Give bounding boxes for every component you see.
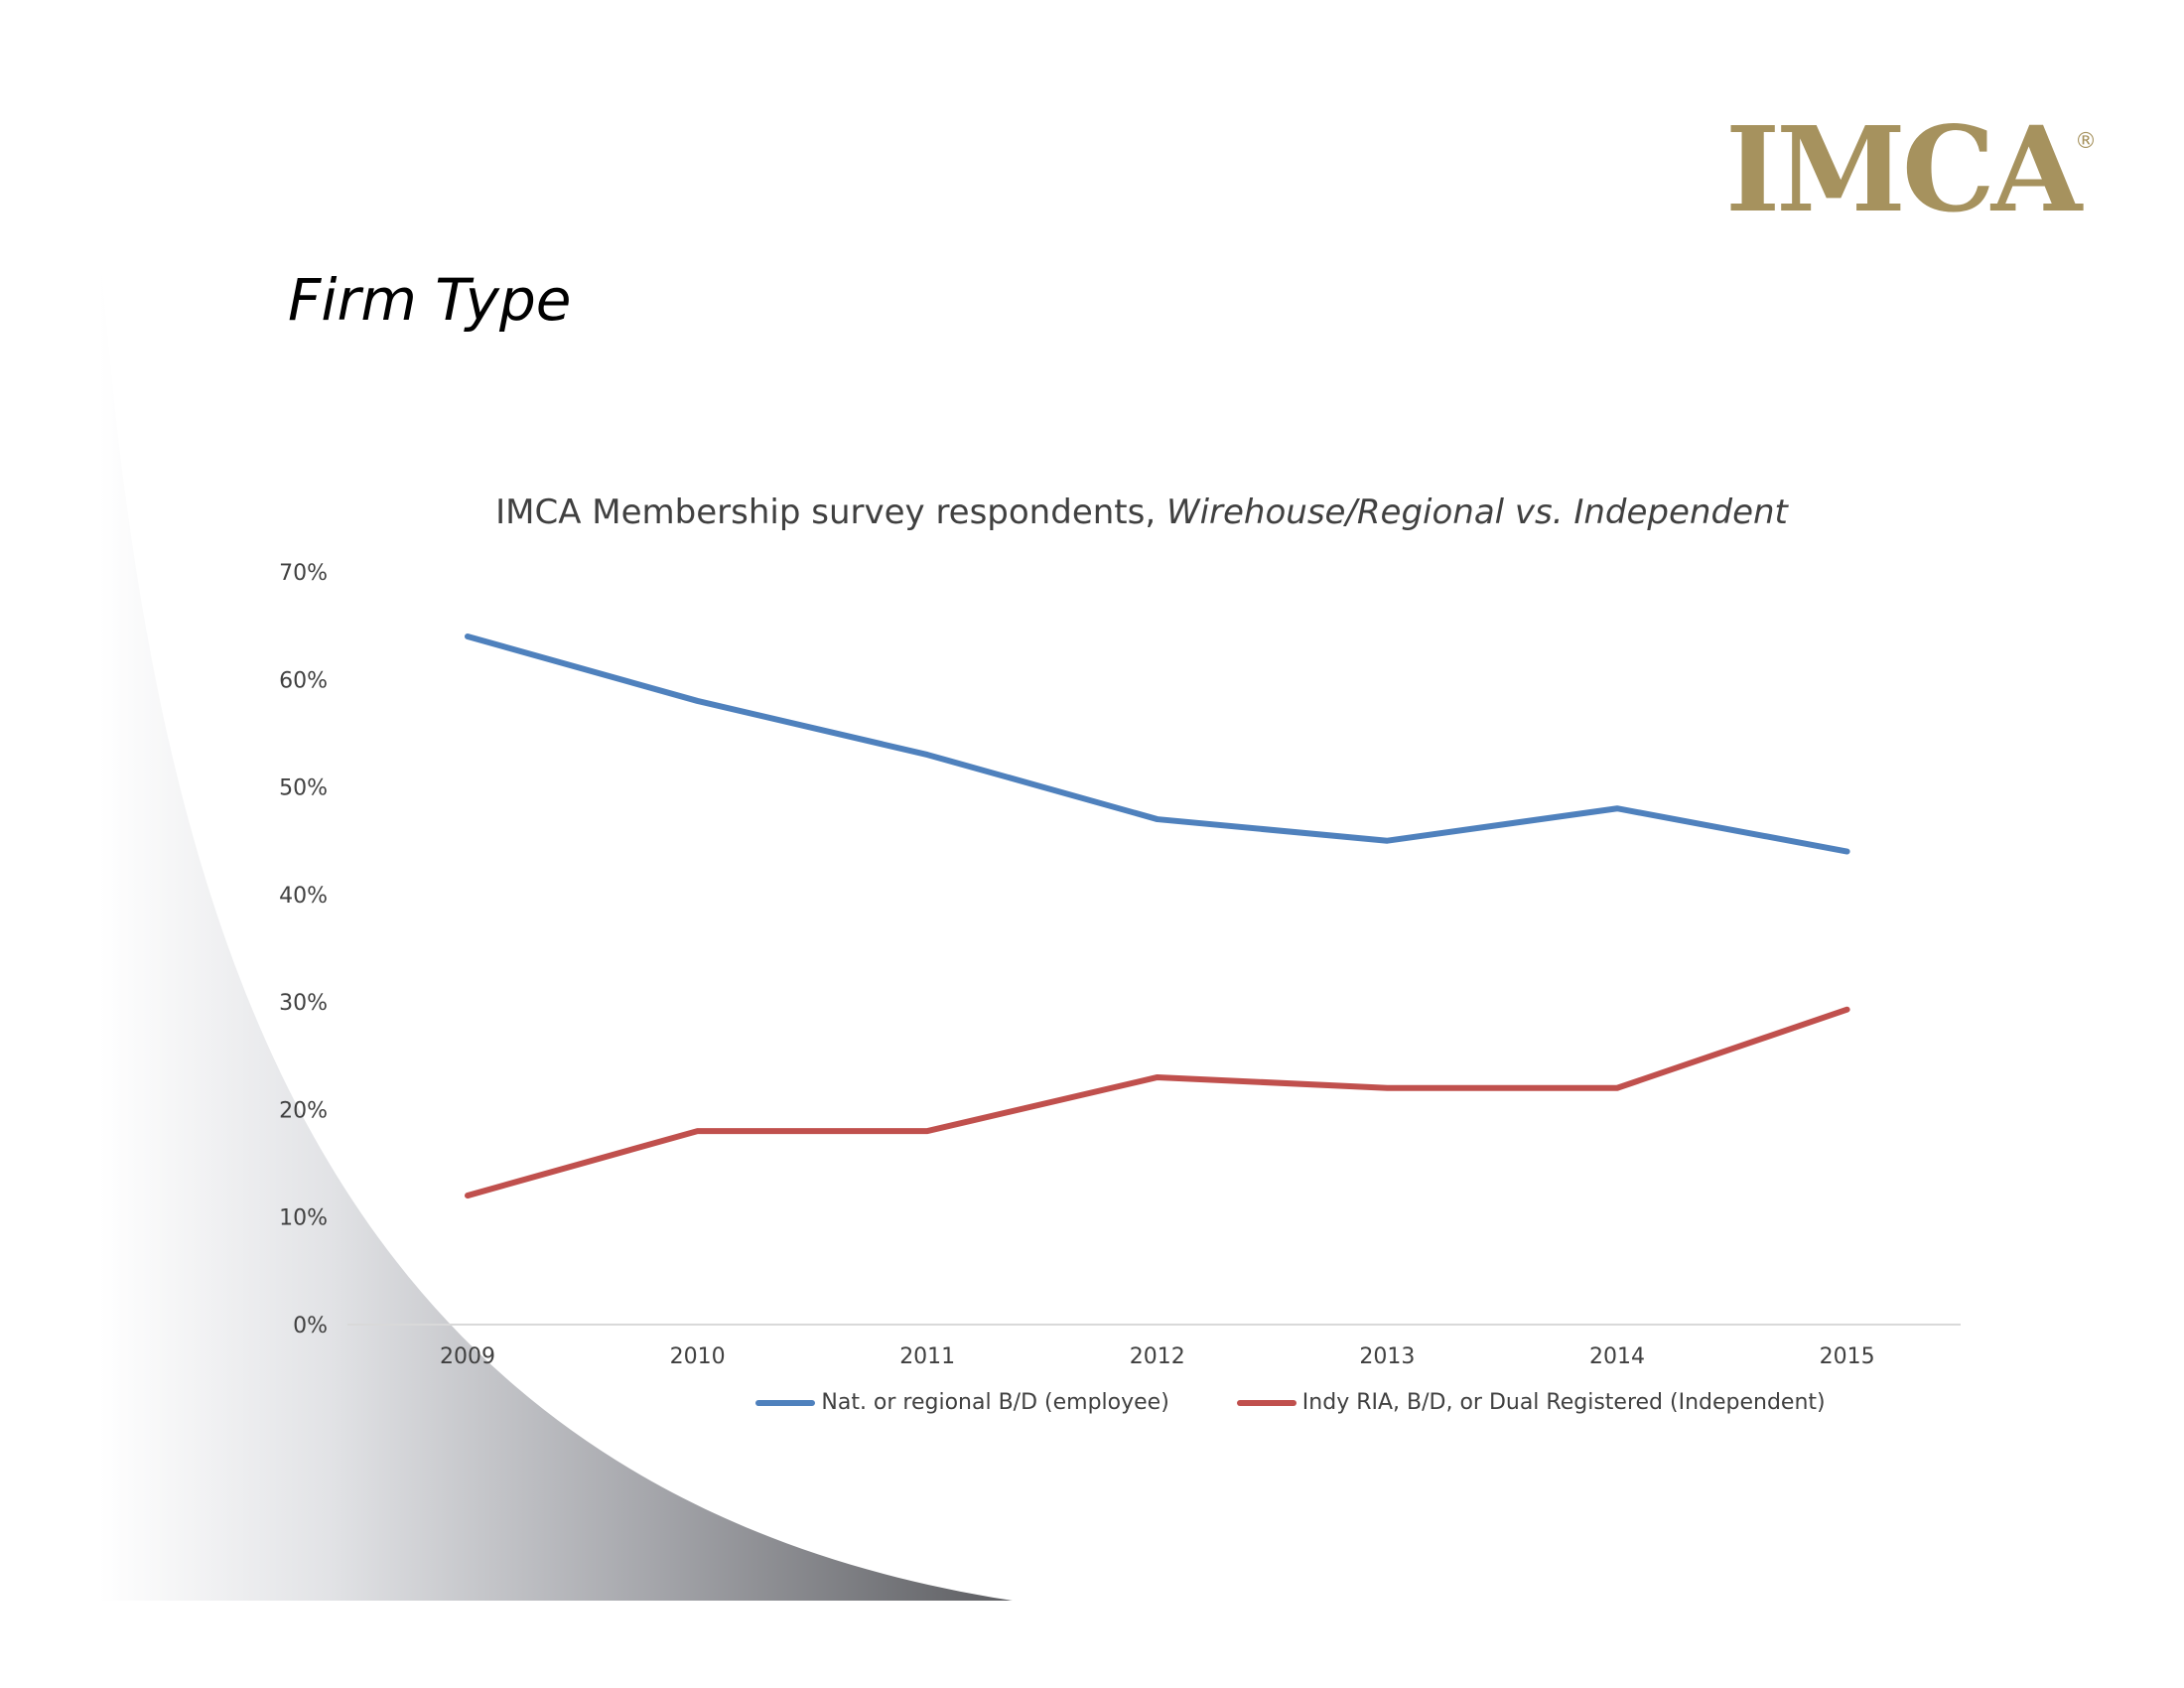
legend-swatch-independent [1236, 1399, 1297, 1406]
chart-legend: Nat. or regional B/D (employee) Indy RIA… [615, 1390, 1966, 1415]
y-tick-label: 70% [279, 561, 328, 586]
x-tick-label: 2015 [1820, 1344, 1875, 1369]
x-tick-label: 2014 [1589, 1344, 1645, 1369]
y-tick-label: 0% [293, 1314, 328, 1338]
chart-title-italic: Wirehouse/Regional vs. Independent [1165, 492, 1788, 532]
series-lines [465, 633, 1850, 1199]
y-axis-labels: 0% 10% 20% 30% 40% 50% 60% 70% [279, 561, 328, 1338]
y-tick-label: 30% [279, 991, 328, 1016]
x-tick-label: 2009 [440, 1344, 495, 1369]
legend-swatch-employee [755, 1399, 816, 1406]
registered-mark: ® [2075, 129, 2097, 154]
y-tick-label: 40% [279, 884, 328, 909]
legend-item-independent: Indy RIA, B/D, or Dual Registered (Indep… [1236, 1390, 1826, 1415]
legend-item-employee: Nat. or regional B/D (employee) [755, 1390, 1169, 1415]
slide-title: Firm Type [288, 266, 572, 334]
x-tick-label: 2011 [899, 1344, 955, 1369]
legend-label-employee: Nat. or regional B/D (employee) [821, 1390, 1169, 1415]
x-tick-label: 2010 [670, 1344, 726, 1369]
legend-label-independent: Indy RIA, B/D, or Dual Registered (Indep… [1301, 1390, 1826, 1415]
gray-swoosh-shape [99, 238, 1013, 1601]
x-tick-label: 2013 [1359, 1344, 1415, 1369]
imca-logo: IMCA [1725, 100, 2082, 238]
y-tick-label: 60% [279, 668, 328, 693]
x-tick-label: 2012 [1130, 1344, 1185, 1369]
y-tick-label: 20% [279, 1098, 328, 1123]
series-line-employee [465, 633, 1850, 855]
x-axis-labels: 2009 2010 2011 2012 2013 2014 2015 [440, 1344, 1875, 1369]
series-line-independent [465, 1006, 1850, 1199]
chart-title: IMCA Membership survey respondents, Wire… [347, 492, 1936, 532]
y-tick-label: 10% [279, 1206, 328, 1231]
y-tick-label: 50% [279, 776, 328, 801]
chart-title-main: IMCA Membership survey respondents, [495, 492, 1166, 532]
